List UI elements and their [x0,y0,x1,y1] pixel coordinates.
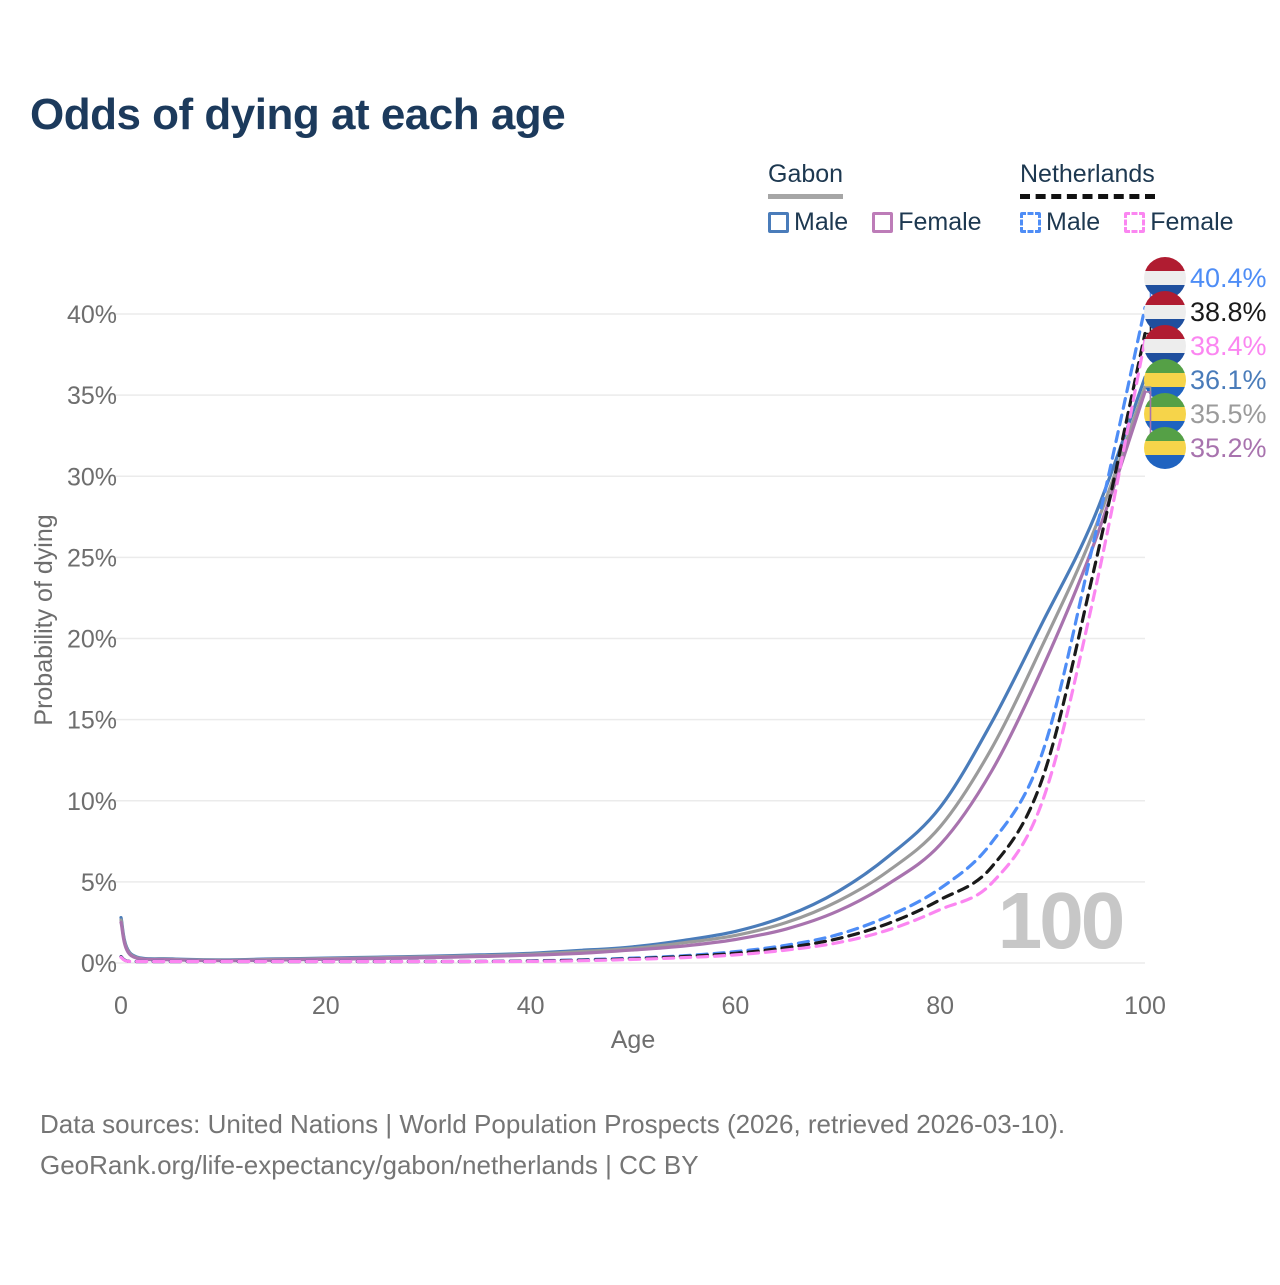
legend-item-gabon-male[interactable]: Male [768,208,848,237]
legend-item-netherlands-male[interactable]: Male [1020,208,1100,237]
legend-checkbox-icon[interactable] [768,212,789,233]
legend-checkbox-icon[interactable] [872,212,894,233]
end-label-value-gabon-male: 36.1% [1190,365,1267,395]
series-line-gabon-male [119,375,1147,962]
x-tick-label: 40 [517,992,545,1020]
x-axis-title: Age [611,1026,655,1054]
legend-item-netherlands-female[interactable]: Female [1124,208,1234,237]
y-tick-label: 5% [81,869,117,897]
page-title: Odds of dying at each age [30,90,566,139]
series-line-gabon-female [119,390,1147,963]
legend-item-label: Female [898,208,982,236]
flag-stripe [1144,373,1186,387]
series-line-netherlands-both [119,331,1147,964]
grid-layer: 0% 5% 10% 15% 20% 25% 30% 35% 40% 0 20 40 60 80 100 [67,301,1166,1020]
series-line-netherlands-male [119,305,1147,964]
footer-data-sources: Data sources: United Nations | World Pop… [40,1109,1066,1139]
y-axis-title: Probability of dying [30,514,58,725]
series-layer [119,305,1147,964]
y-tick-label: 0% [81,950,117,978]
end-label-value-netherlands-both: 38.8% [1190,297,1267,327]
y-tick-label: 10% [67,788,117,816]
end-label-value-netherlands-male: 40.4% [1190,263,1267,293]
flag-stripe [1144,455,1186,469]
footer: Data sources: United Nations | World Pop… [40,1104,1065,1186]
flag-stripe [1144,305,1186,319]
legend-item-label: Male [794,208,849,236]
flag-stripe [1144,325,1186,339]
end-labels-layer: 40.4% 38.8% 38.4% 36.1% 35.5% 35.2% [1144,257,1267,469]
x-tick-label: 80 [926,992,954,1020]
x-tick-label: 60 [721,992,749,1020]
end-label-value-gabon-both: 35.5% [1190,399,1267,429]
flag-stripe [1144,441,1186,455]
footer-attribution: GeoRank.org/life-expectancy/gabon/nether… [40,1150,699,1180]
legend: Gabon Male Female Netherlands Male Female [0,160,1280,250]
legend-country-label: Netherlands [1020,160,1155,199]
y-tick-label: 25% [67,544,117,572]
x-tick-label: 100 [1124,992,1166,1020]
flag-stripe [1144,359,1186,373]
flag-stripe [1144,407,1186,421]
flag-stripe [1144,257,1186,271]
y-tick-label: 30% [67,463,117,491]
flag-stripe [1144,393,1186,407]
flag-stripe [1144,427,1186,441]
series-line-netherlands-female [119,338,1147,964]
end-label-value-gabon-female: 35.2% [1190,433,1267,463]
flag-stripe [1144,271,1186,285]
end-label-value-netherlands-female: 38.4% [1190,331,1267,361]
y-tick-label: 35% [67,382,117,410]
legend-checkbox-icon[interactable] [1020,212,1041,233]
legend-checkbox-icon[interactable] [1124,212,1146,233]
x-tick-label: 20 [312,992,340,1020]
y-tick-label: 15% [67,707,117,735]
watermark-age-100: 100 [998,876,1123,965]
series-line-gabon-both [119,385,1147,962]
y-tick-label: 20% [67,626,117,654]
gabon-flag-icon [1144,427,1186,469]
x-tick-label: 0 [114,992,128,1020]
legend-group-netherlands: Netherlands Male Female [1020,160,1234,237]
netherlands-flag-icon [1144,291,1186,333]
legend-group-gabon: Gabon Male Female [768,160,982,237]
flag-stripe [1144,339,1186,353]
y-tick-label: 40% [67,301,117,329]
legend-item-gabon-female[interactable]: Female [872,208,982,237]
legend-item-label: Male [1046,208,1101,236]
flag-stripe [1144,291,1186,305]
legend-country-label: Gabon [768,160,844,199]
legend-item-label: Female [1150,208,1234,236]
